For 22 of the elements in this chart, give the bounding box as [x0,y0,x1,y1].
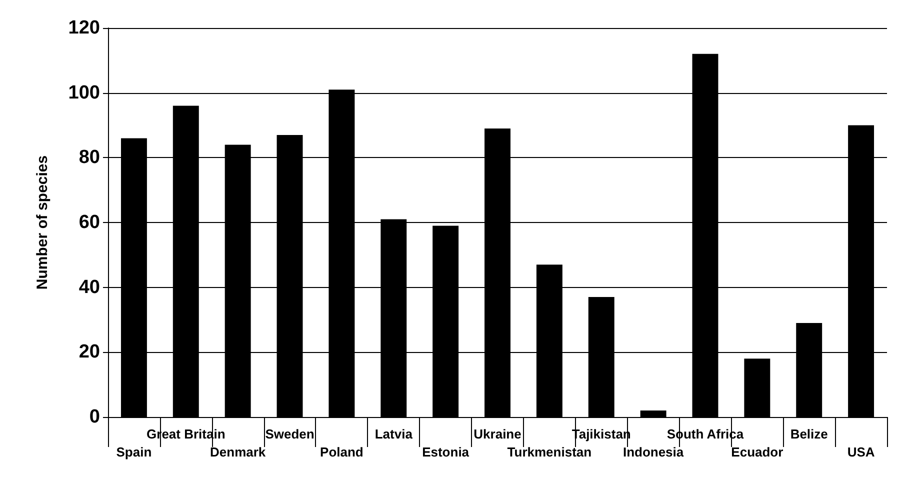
x-tick-label: USA [847,444,876,460]
x-tick-label: Latvia [374,426,414,442]
x-tick-label: Poland [320,444,364,460]
x-tick-label: Belize [790,426,828,442]
x-tick-label: Ukraine [474,426,522,442]
bar [744,358,770,417]
x-tick-label: Indonesia [622,444,684,460]
y-axis-title: Number of species [34,155,51,290]
x-tick-label: Spain [116,444,152,460]
x-tick-label: Estonia [422,444,470,460]
y-tick-label: 40 [78,276,100,298]
y-tick-label: 120 [68,18,100,38]
y-tick-label: 0 [89,406,100,428]
y-tick-label: 20 [78,342,100,363]
y-tick-label: 80 [78,147,100,168]
y-tick-label: 60 [78,212,100,233]
x-tick-label: Denmark [210,444,266,460]
bar [640,410,666,417]
x-tick-label: Ecuador [731,444,784,460]
x-tick-label: Turkmenistan [507,444,592,460]
x-tick-label: Sweden [265,426,314,442]
y-tick-label: 100 [68,82,100,104]
